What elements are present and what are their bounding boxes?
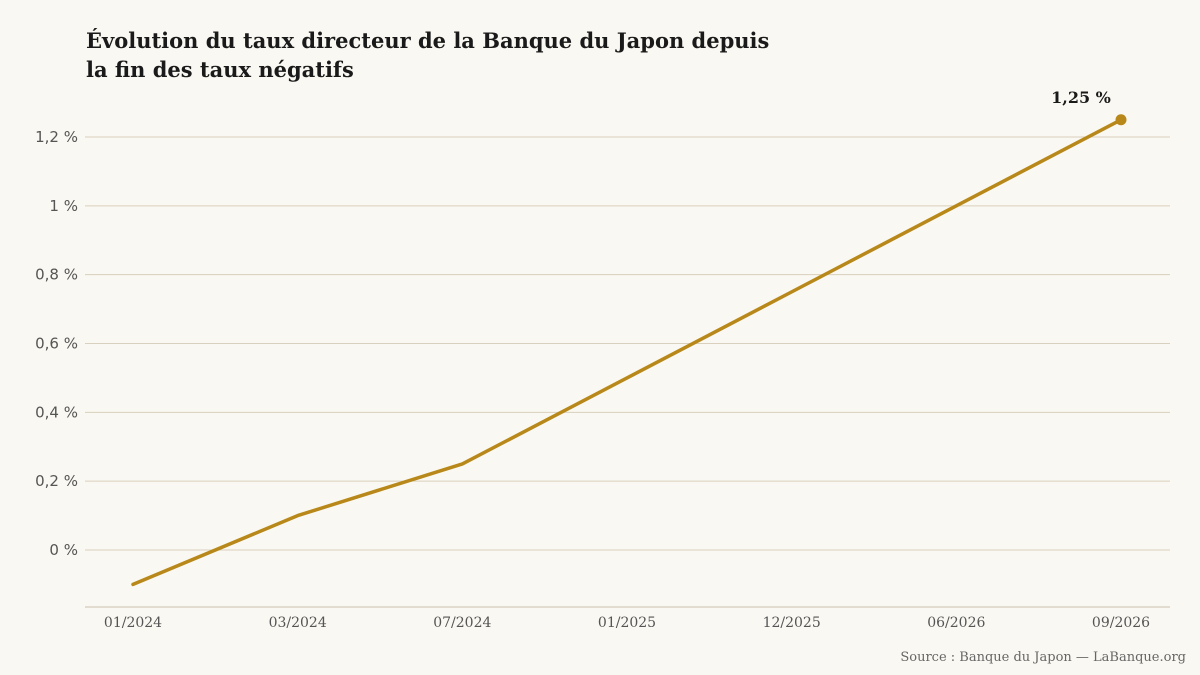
series-line <box>131 118 1123 587</box>
x-tick-label: 06/2026 <box>927 615 985 631</box>
y-tick-label: 0,6 % <box>35 335 78 353</box>
x-tick-label: 01/2024 <box>104 615 162 631</box>
y-tick-label: 0,4 % <box>35 403 78 421</box>
x-axis-ticks: 01/2024 03/2024 07/2024 01/2025 12/2025 06/20… <box>104 615 1150 631</box>
y-tick-label: 0,8 % <box>35 266 78 284</box>
x-tick-label: 09/2026 <box>1092 615 1150 631</box>
chart-title: Évolution du taux directeur de la Banque… <box>86 26 846 84</box>
x-tick-label: 03/2024 <box>269 615 327 631</box>
y-axis-ticks: 0 % 0,2 % 0,4 % 0,6 % 0,8 % 1 % 1,2 % <box>35 128 78 559</box>
end-point-marker <box>1115 114 1127 126</box>
chart-source: Source : Banque du Japon — LaBanque.org <box>900 650 1186 665</box>
end-value-label: 1,25 % <box>1051 88 1111 107</box>
x-tick-label: 12/2025 <box>763 615 821 631</box>
x-tick-label: 01/2025 <box>598 615 656 631</box>
y-tick-label: 1,2 % <box>35 128 78 146</box>
y-tick-label: 0,2 % <box>35 472 78 490</box>
y-tick-label: 1 % <box>49 197 78 215</box>
x-tick-label: 07/2024 <box>433 615 491 631</box>
y-tick-label: 0 % <box>49 541 78 559</box>
chart-title-line-1: Évolution du taux directeur de la Banque… <box>86 28 770 53</box>
annotation-layer: 1,25 % <box>1051 88 1111 107</box>
grid-layer <box>85 136 1170 608</box>
chart-title-line-2: la fin des taux négatifs <box>86 57 354 82</box>
series-layer <box>131 114 1127 587</box>
